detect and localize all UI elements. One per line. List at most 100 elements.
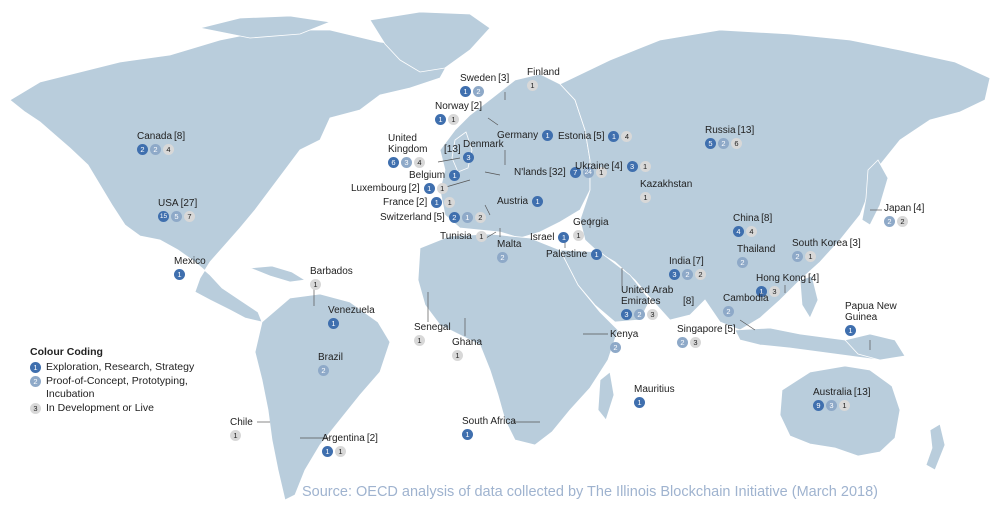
country-label-israel: Israel 1: [530, 232, 571, 243]
exploration-count-circle: 6: [388, 157, 399, 168]
new-guinea-landmass: [844, 333, 906, 361]
country-label-kazakhstan: Kazakhstan 1: [640, 179, 692, 203]
country-name: Argentina: [322, 433, 365, 444]
country-label-australia: Australia [13] 9 3 1: [813, 387, 871, 411]
development-count-circle: 2: [897, 216, 908, 227]
country-label-switzerland: Switzerland [5] 2 1 2: [380, 212, 488, 223]
legend-label-exploration: Exploration, Research, Strategy: [46, 361, 195, 373]
country-count: [5]: [433, 212, 445, 224]
country-count: [4]: [808, 273, 820, 284]
country-label-china: China [8] 4 4: [733, 213, 772, 237]
country-name: Papua New Guinea: [845, 301, 897, 323]
exploration-count-circle: 1: [756, 286, 767, 297]
greenland-landmass: [369, 11, 491, 73]
country-count: [4]: [611, 161, 623, 173]
country-circles: 1: [573, 230, 609, 241]
north-america-landmass: [9, 29, 451, 323]
development-count-circle: 2: [695, 269, 706, 280]
country-label-senegal: Senegal 1: [414, 322, 451, 346]
country-circles: 1: [542, 130, 555, 141]
leader-switzerland: [484, 204, 491, 216]
country-circles: 1: [310, 279, 353, 290]
country-count: [3]: [849, 238, 861, 249]
caribbean-landmass: [249, 265, 307, 283]
country-name: Palestine: [546, 249, 588, 261]
country-label-estonia: Estonia [5] 1 4: [558, 131, 634, 142]
new-zealand-landmass: [925, 423, 946, 471]
proof-of-concept-count-circle: 2: [737, 257, 748, 268]
country-label-georgia: Georgia 1: [573, 217, 609, 241]
country-name: Kenya: [610, 329, 639, 340]
country-label-palestine: Palestine 1: [546, 249, 604, 260]
country-circles: 1: [591, 249, 604, 260]
country-name: Israel: [530, 232, 555, 244]
country-name: Russia: [705, 125, 736, 136]
country-label-sweden: Sweden [3] 1 2: [460, 73, 509, 97]
country-name: United Kingdom: [388, 133, 428, 155]
country-label-ghana: Ghana 1: [452, 337, 482, 361]
country-circles: 1: [845, 325, 899, 336]
country-count: [8]: [683, 296, 695, 307]
country-name: Hong Kong: [756, 273, 807, 284]
japan-landmass: [861, 159, 889, 226]
development-count-circle: 4: [746, 226, 757, 237]
development-count-circle: 1: [335, 446, 346, 457]
proof-of-concept-count-circle: 2: [610, 342, 621, 353]
development-count-circle: 1: [310, 279, 321, 290]
exploration-count-circle: 1: [460, 86, 471, 97]
exploration-count-circle: 1: [174, 269, 185, 280]
country-circles: 1: [532, 196, 545, 207]
country-circles: 3: [463, 152, 504, 163]
country-name: Kazakhstan: [640, 179, 693, 190]
exploration-count-circle: 2: [137, 144, 148, 155]
exploration-count-circle: 1: [608, 131, 620, 142]
country-circles: 1: [527, 80, 560, 91]
exploration-count-circle: 1: [449, 170, 461, 181]
exploration-count-circle: 3: [463, 152, 474, 163]
development-count-circle: 4: [621, 131, 633, 142]
country-name: France: [383, 197, 415, 209]
exploration-count-circle: 1: [634, 397, 645, 408]
country-name: Senegal: [414, 322, 451, 333]
legend-item-proof-of-concept: 2 Proof-of-Concept, Prototyping, Incubat…: [30, 375, 221, 401]
country-circles: 1: [174, 269, 206, 280]
country-count: [13]: [444, 144, 461, 155]
development-count-circle: 1: [436, 183, 448, 194]
legend-label-proof-of-concept: Proof-of-Concept, Prototyping, Incubatio…: [46, 375, 188, 400]
country-name: India: [669, 256, 691, 267]
development-count-circle: 1: [452, 350, 463, 361]
country-circles: 1: [452, 350, 482, 361]
country-name: N'lands: [514, 167, 548, 179]
exploration-count-circle: 15: [158, 211, 169, 222]
country-name: Germany: [497, 130, 539, 142]
country-name: Mauritius: [634, 384, 675, 395]
country-label-png: Papua New Guinea 1: [845, 301, 899, 336]
proof-of-concept-count-circle: 3: [826, 400, 837, 411]
exploration-count-circle: 1: [423, 183, 435, 194]
country-label-france: France [2] 1 1: [383, 197, 457, 208]
exploration-count-circle: 1: [462, 429, 473, 440]
legend: Colour Coding 1 Exploration, Research, S…: [30, 346, 221, 416]
country-label-mauritius: Mauritius 1: [634, 384, 675, 408]
country-count: [32]: [549, 167, 566, 179]
exploration-count-circle: 1: [322, 446, 333, 457]
country-count: [2]: [470, 101, 483, 112]
country-count: [13]: [737, 125, 755, 136]
country-count: [5]: [724, 324, 736, 335]
leader-singapore: [739, 319, 756, 331]
country-circles: 7 24 1: [569, 167, 609, 178]
legend-swatch-proof-of-concept: 2: [30, 376, 41, 387]
exploration-count-circle: 1: [845, 325, 856, 336]
country-count: [7]: [692, 256, 704, 267]
country-label-india: India [7] 3 2 2: [669, 256, 708, 280]
country-label-austria: Austria 1: [497, 196, 545, 207]
